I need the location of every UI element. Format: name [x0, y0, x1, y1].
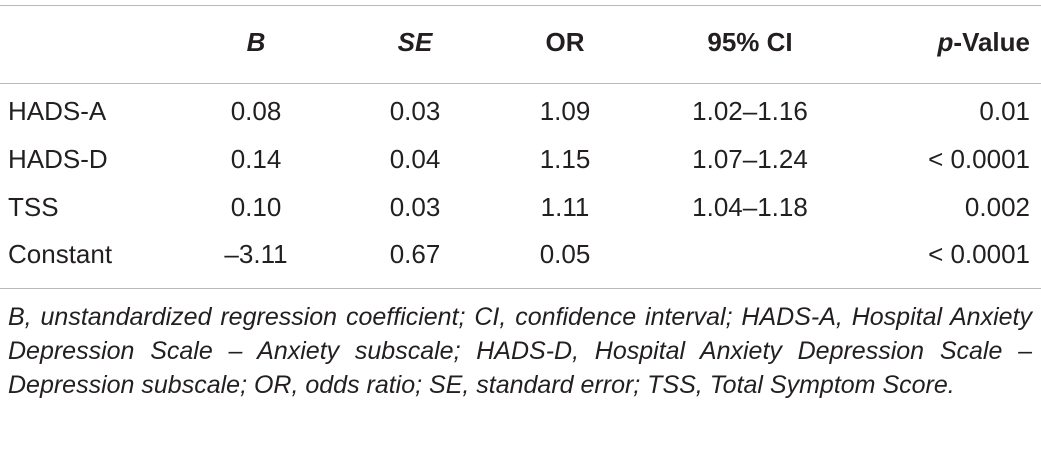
cell-or: 0.05	[539, 239, 591, 269]
cell-ci: 1.07–1.24	[692, 144, 808, 174]
cell-se: 0.03	[389, 192, 441, 222]
cell-or: 1.11	[540, 192, 590, 222]
cell-b: 0.08	[230, 96, 282, 126]
cell-p: 0.01	[979, 96, 1030, 126]
cell-ci: 1.04–1.18	[692, 192, 808, 222]
table-top-rule	[0, 5, 1041, 6]
cell-b: 0.14	[230, 144, 282, 174]
header-p-rest: -Value	[953, 27, 1030, 57]
row-label: Constant	[8, 239, 113, 269]
cell-se: 0.03	[389, 96, 441, 126]
cell-b: 0.10	[230, 192, 282, 222]
header-p-italic: p	[937, 27, 954, 57]
table-footnote: B, unstandardized regression coefficient…	[8, 303, 1032, 399]
header-se: SE	[397, 27, 433, 57]
cell-p: < 0.0001	[928, 239, 1030, 269]
row-label: TSS	[8, 192, 59, 222]
cell-or: 1.09	[539, 96, 591, 126]
header-or: OR	[545, 27, 585, 57]
cell-or: 1.15	[539, 144, 591, 174]
cell-p: 0.002	[964, 192, 1030, 222]
header-b: B	[246, 27, 266, 57]
cell-ci: 1.02–1.16	[692, 96, 808, 126]
header-p-value: p-Value	[938, 27, 1030, 57]
cell-p: < 0.0001	[928, 144, 1030, 174]
row-label: HADS-D	[8, 144, 108, 174]
cell-b: –3.11	[224, 239, 288, 269]
cell-se: 0.04	[389, 144, 441, 174]
cell-se: 0.67	[389, 239, 441, 269]
table-header-rule	[0, 83, 1041, 84]
row-label: HADS-A	[8, 96, 107, 126]
header-ci: 95% CI	[707, 27, 793, 57]
table-bottom-rule	[0, 288, 1041, 289]
